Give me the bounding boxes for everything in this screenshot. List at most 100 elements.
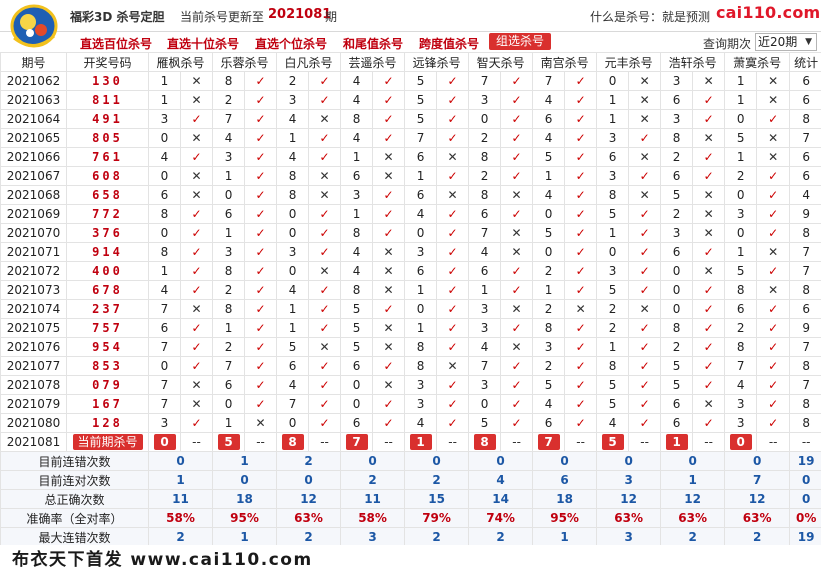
kill-number-cell: 0 — [148, 166, 181, 186]
check-icon: ✓ — [372, 71, 406, 91]
check-icon: ✓ — [308, 128, 342, 148]
check-icon: ✓ — [628, 128, 662, 148]
kill-number-cell: 0 — [468, 109, 502, 129]
kill-number-cell: 4 — [404, 204, 438, 224]
draw-number-cell: 237 — [66, 299, 149, 319]
check-icon: ✓ — [756, 394, 791, 414]
col-period-header: 期号 — [0, 52, 67, 72]
check-icon: ✓ — [692, 90, 726, 110]
nav-sum-tail-kill[interactable]: 和尾值杀号 — [343, 37, 404, 51]
table-row: 2021075 757 6 ✓ 1 ✓ 1 ✓ 5 ✕ 1 ✓ 3 ✓ 8 ✓ 2 ✓ 8 ✓ 2 ✓ 9 — [0, 318, 821, 338]
check-icon: ✓ — [372, 128, 406, 148]
check-icon: ✓ — [628, 413, 662, 433]
stat-value-cell: 2 — [340, 470, 406, 490]
stat-label-cell: 总正确次数 — [0, 489, 149, 509]
cross-icon: ✕ — [372, 375, 406, 395]
cross-icon: ✕ — [179, 71, 214, 91]
stat-value-cell: 2 — [404, 470, 470, 490]
draw-number-cell: 491 — [66, 109, 149, 129]
stat-value-cell: 63% — [724, 508, 791, 528]
kill-number-cell: 1 — [596, 109, 630, 129]
check-icon: ✓ — [244, 128, 278, 148]
check-icon: ✓ — [564, 356, 598, 376]
nav-hundreds-kill[interactable]: 直选百位杀号 — [80, 37, 153, 51]
kill-number-cell: 1 — [148, 261, 181, 281]
kill-number-cell: 1 — [596, 337, 630, 357]
kill-number-cell: 2 — [724, 318, 758, 338]
check-icon: ✓ — [179, 413, 214, 433]
nav-span-kill[interactable]: 跨度值杀号 — [419, 37, 480, 51]
check-icon: ✓ — [756, 337, 791, 357]
nav-tens-kill[interactable]: 直选十位杀号 — [167, 37, 240, 51]
kill-number-cell: 5 — [532, 147, 566, 167]
check-icon: ✓ — [436, 299, 470, 319]
kill-number-cell: 8 — [724, 280, 758, 300]
kill-number-cell: 5 — [724, 128, 758, 148]
row-total-cell: 7 — [789, 375, 821, 395]
cross-icon: ✕ — [500, 242, 534, 262]
col-draw-header: 开奖号码 — [66, 52, 149, 72]
check-icon: ✓ — [564, 166, 598, 186]
kill-number-cell: 2 — [532, 356, 566, 376]
current-kill-number-cell: 0 — [724, 432, 758, 452]
draw-number-cell: 811 — [66, 90, 149, 110]
kill-number-cell: 1 — [724, 71, 758, 91]
check-icon: ✓ — [436, 413, 470, 433]
kill-number-cell: 0 — [276, 223, 310, 243]
kill-number-cell: 0 — [148, 223, 181, 243]
site-link[interactable]: cai110.com — [716, 3, 821, 22]
stat-value-cell: 12 — [276, 489, 342, 509]
pending-mark: -- — [500, 432, 534, 452]
kill-number-cell: 6 — [660, 166, 694, 186]
current-kill-badge: 1 — [665, 434, 688, 450]
stat-value-cell: 4 — [468, 470, 534, 490]
period-cell: 2021068 — [0, 185, 67, 205]
kill-number-cell: 6 — [660, 242, 694, 262]
check-icon: ✓ — [244, 394, 278, 414]
kill-number-cell: 7 — [148, 375, 181, 395]
kill-number-cell: 6 — [276, 356, 310, 376]
kill-number-cell: 8 — [404, 356, 438, 376]
period-cell: 2021073 — [0, 280, 67, 300]
col-expert-header: 智天杀号 — [468, 52, 534, 72]
check-icon: ✓ — [436, 375, 470, 395]
kill-number-cell: 1 — [724, 147, 758, 167]
period-select-dropdown[interactable]: 近20期 ▼ — [755, 33, 817, 51]
kill-number-cell: 1 — [212, 223, 246, 243]
kill-number-cell: 5 — [468, 413, 502, 433]
stat-value-cell: 63% — [596, 508, 662, 528]
stat-label-cell: 目前连对次数 — [0, 470, 149, 490]
current-kill-badge: 8 — [473, 434, 496, 450]
cross-icon: ✕ — [179, 375, 214, 395]
table-row: 2021063 811 1 ✕ 2 ✓ 3 ✓ 4 ✓ 5 ✓ 3 ✓ 4 ✓ 1 ✕ 6 ✓ 1 ✕ 6 — [0, 90, 821, 110]
stat-value-cell: 0 — [147, 451, 214, 471]
kill-number-cell: 8 — [340, 223, 374, 243]
current-kill-number-cell: 1 — [660, 432, 694, 452]
stat-row: 最大连错次数 2 1 2 3 2 2 1 3 2 2 19 — [0, 527, 821, 547]
cross-icon: ✕ — [756, 128, 791, 148]
stat-row: 目前连错次数 0 1 2 0 0 0 0 0 0 0 19 — [0, 451, 821, 471]
kill-number-cell: 4 — [276, 109, 310, 129]
kill-number-cell: 0 — [532, 242, 566, 262]
cross-icon: ✕ — [692, 394, 726, 414]
check-icon: ✓ — [756, 318, 791, 338]
cross-icon: ✕ — [628, 147, 662, 167]
table-row: 2021079 167 7 ✕ 0 ✓ 7 ✓ 0 ✓ 3 ✓ 0 ✓ 4 ✓ 5 ✓ 6 ✕ 3 ✓ 8 — [0, 394, 821, 414]
stat-total-cell: 19 — [789, 451, 821, 471]
check-icon: ✓ — [436, 71, 470, 91]
stat-value-cell: 12 — [724, 489, 791, 509]
check-icon: ✓ — [692, 166, 726, 186]
current-kill-badge: 0 — [729, 434, 752, 450]
kill-number-cell: 8 — [468, 185, 502, 205]
current-kill-number-cell: 7 — [532, 432, 566, 452]
check-icon: ✓ — [564, 413, 598, 433]
check-icon: ✓ — [564, 337, 598, 357]
stat-row: 目前连对次数 1 0 0 2 2 4 6 3 1 7 0 — [0, 470, 821, 490]
table-row: 2021064 491 3 ✓ 7 ✓ 4 ✕ 8 ✓ 5 ✓ 0 ✓ 6 ✓ 1 ✕ 3 ✓ 0 ✓ 8 — [0, 109, 821, 129]
check-icon: ✓ — [179, 280, 214, 300]
period-cell: 2021072 — [0, 261, 67, 281]
kill-number-cell: 6 — [404, 261, 438, 281]
kill-number-cell: 6 — [404, 147, 438, 167]
nav-units-kill[interactable]: 直选个位杀号 — [255, 37, 328, 51]
nav-group-kill-active-tab[interactable]: 组选杀号 — [489, 33, 551, 50]
